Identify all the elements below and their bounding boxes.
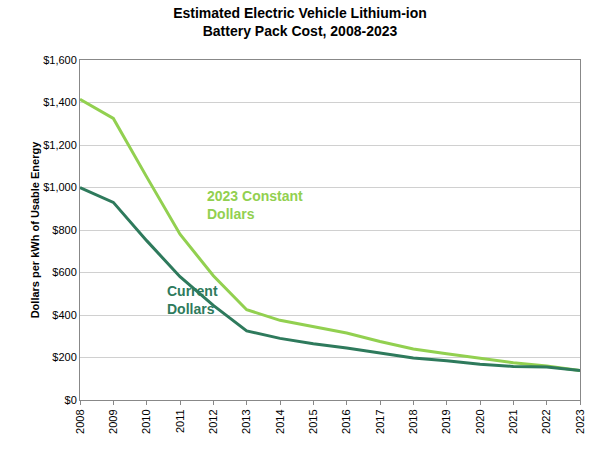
svg-text:2017: 2017	[374, 409, 386, 433]
svg-text:2011: 2011	[174, 409, 186, 433]
svg-text:2018: 2018	[407, 409, 419, 433]
svg-text:$0: $0	[65, 394, 77, 406]
svg-text:2023: 2023	[574, 409, 586, 433]
svg-text:2016: 2016	[340, 409, 352, 433]
svg-text:$600: $600	[52, 266, 76, 278]
svg-text:$1,600: $1,600	[43, 54, 77, 66]
svg-text:Dollars per kWh of Usable Ener: Dollars per kWh of Usable Energy	[29, 141, 41, 319]
svg-text:2012: 2012	[207, 409, 219, 433]
svg-text:2021: 2021	[507, 409, 519, 433]
svg-text:2020: 2020	[474, 409, 486, 433]
svg-text:$1,000: $1,000	[43, 181, 77, 193]
svg-text:$800: $800	[52, 224, 76, 236]
svg-text:2009: 2009	[107, 409, 119, 433]
svg-text:2022: 2022	[540, 409, 552, 433]
svg-text:$200: $200	[52, 351, 76, 363]
svg-text:$400: $400	[52, 309, 76, 321]
svg-text:2019: 2019	[440, 409, 452, 433]
svg-text:2014: 2014	[274, 409, 286, 433]
svg-text:$1,400: $1,400	[43, 96, 77, 108]
svg-text:2015: 2015	[307, 409, 319, 433]
svg-text:2010: 2010	[140, 409, 152, 433]
svg-text:$1,200: $1,200	[43, 139, 77, 151]
svg-text:Estimated Electric Vehicle Lit: Estimated Electric Vehicle Lithium-ionBa…	[173, 5, 427, 39]
svg-text:2008: 2008	[74, 409, 86, 433]
svg-text:2013: 2013	[240, 409, 252, 433]
svg-text:CurrentDollars: CurrentDollars	[167, 283, 218, 317]
svg-text:2023 ConstantDollars: 2023 ConstantDollars	[207, 188, 303, 222]
